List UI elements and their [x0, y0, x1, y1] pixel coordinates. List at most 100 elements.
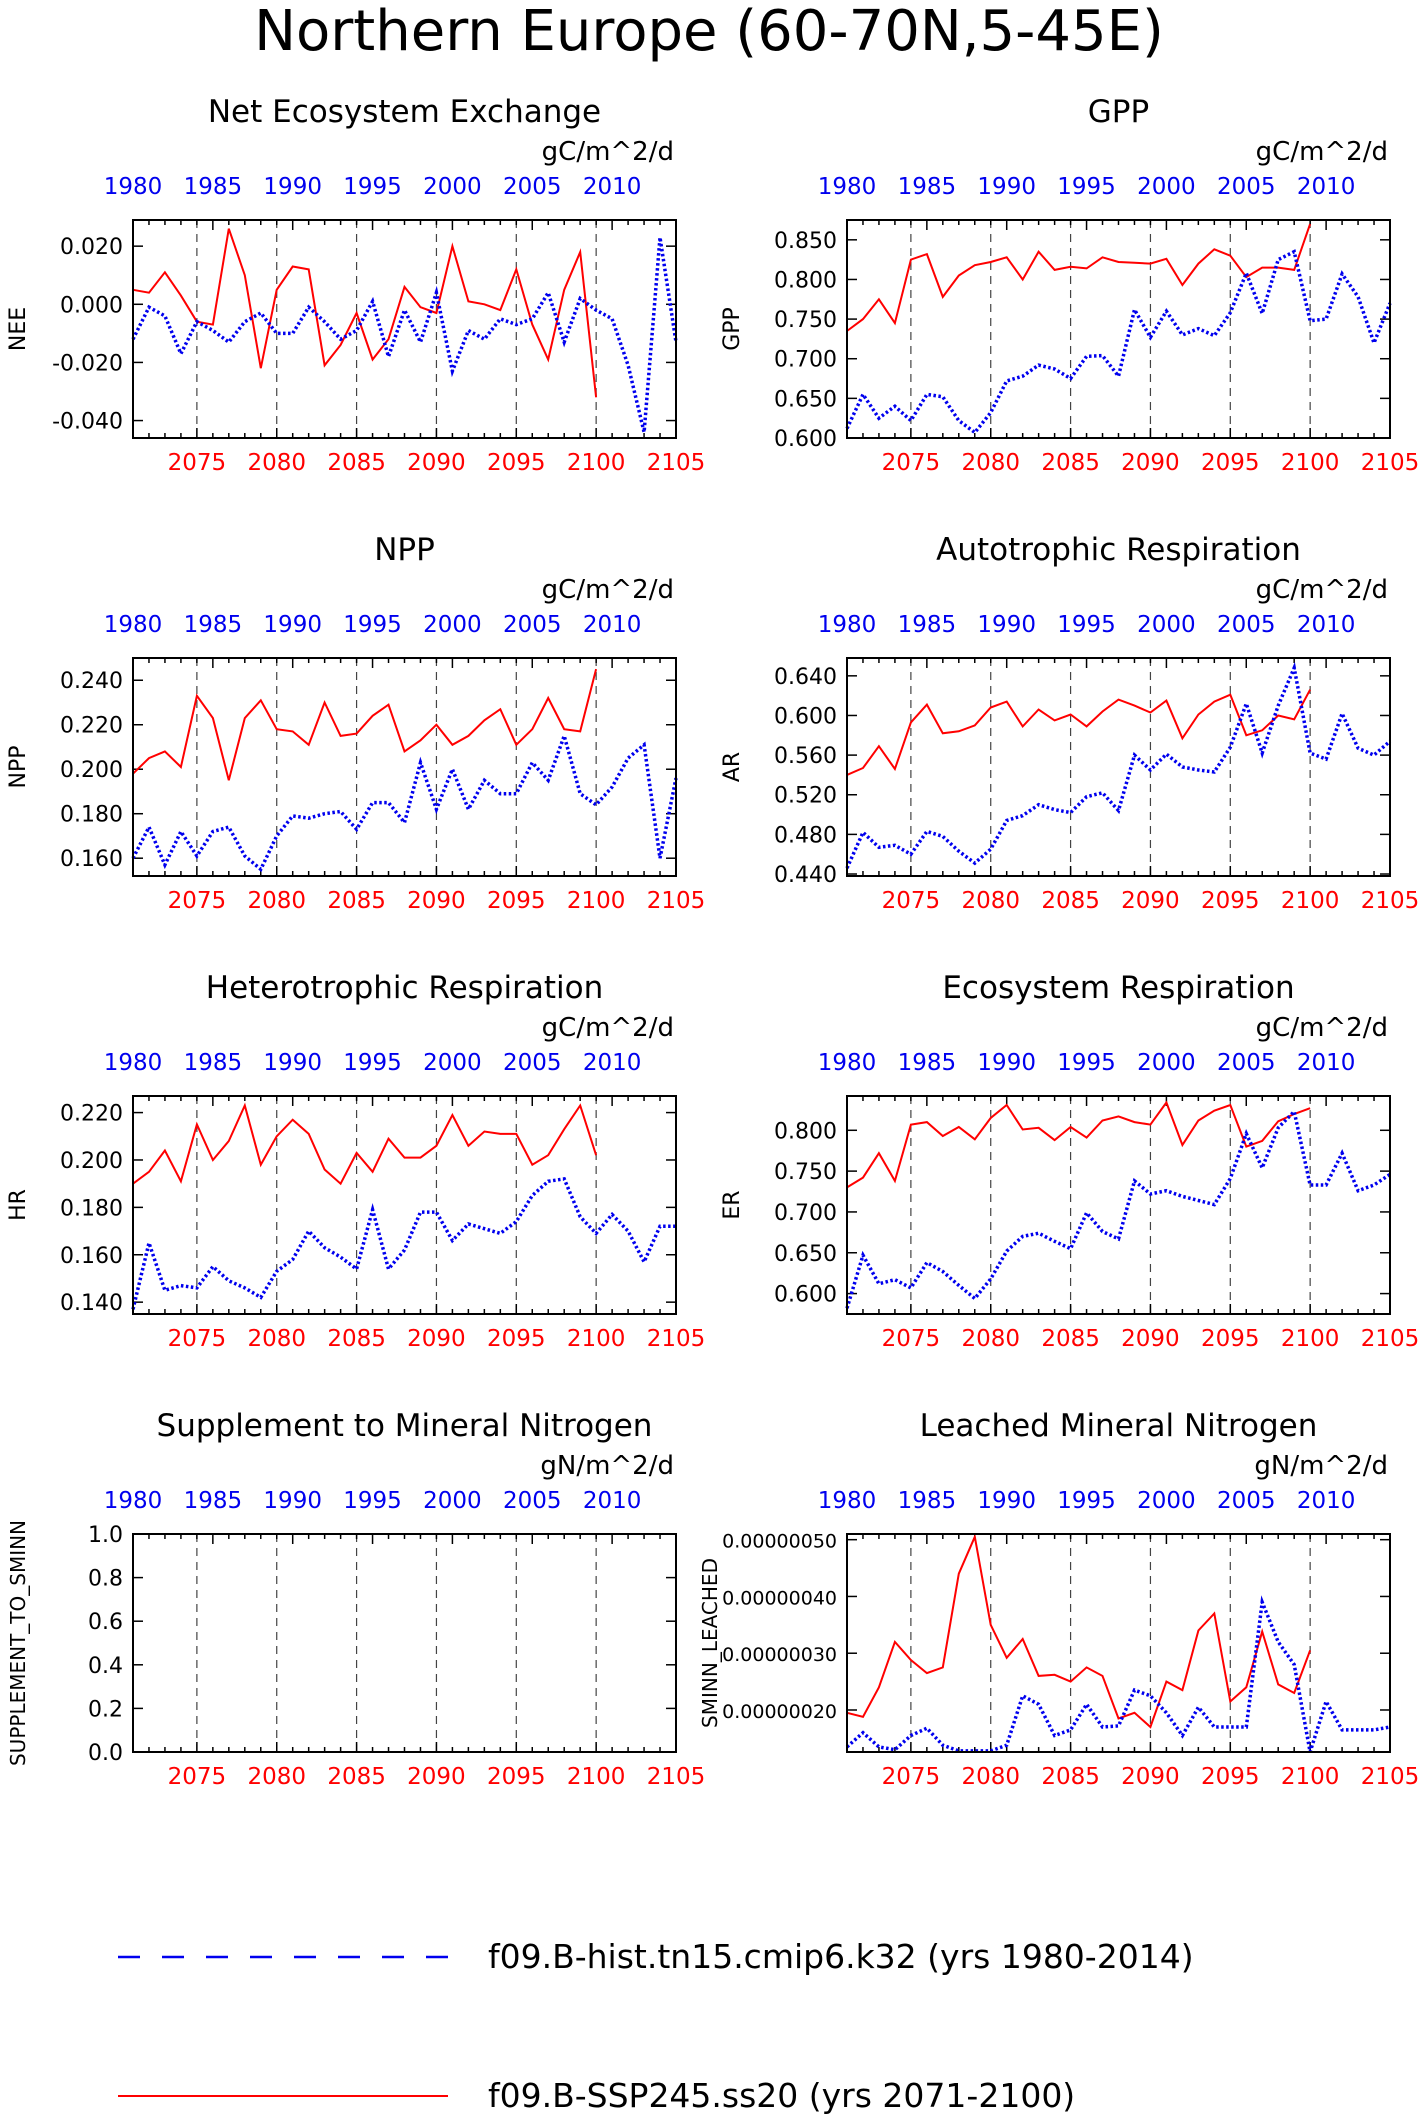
hist-series-line [845, 249, 1392, 435]
plot-frame [846, 657, 1391, 877]
y-tick-label: 0.000 [60, 293, 123, 318]
legend-future-label: f09.B-SSP245.ss20 (yrs 2071-2100) [488, 2076, 1075, 2115]
future-series-line [846, 1533, 1312, 1729]
bottom-tick-label: 2080 [247, 888, 306, 914]
units-label: gC/m^2/d [542, 1013, 674, 1043]
y-tick-label: 1.0 [88, 1523, 123, 1548]
y-tick-label: 0.200 [60, 1149, 123, 1174]
units-label: gC/m^2/d [1256, 137, 1388, 167]
bottom-tick-label: 2075 [882, 888, 941, 914]
top-tick-label: 2010 [1297, 1050, 1356, 1076]
bottom-tick-label: 2080 [247, 450, 306, 476]
bottom-tick-label: 2090 [1121, 1764, 1180, 1790]
bottom-tick-label: 2100 [567, 1326, 626, 1352]
chart-panel: NPP gC/m^2/d 2075 2080 2085 2090 2095 2100 2105 1… [6, 532, 705, 914]
panel-title: Heterotrophic Respiration [206, 970, 603, 1006]
bottom-tick-label: 2090 [407, 888, 466, 914]
y-tick-label: -0.020 [52, 351, 123, 376]
top-tick-label: 2000 [1137, 612, 1196, 638]
bottom-tick-label: 2095 [487, 1326, 546, 1352]
plot-frame [846, 1095, 1391, 1315]
bottom-tick-label: 2090 [407, 450, 466, 476]
bottom-tick-label: 2075 [882, 450, 941, 476]
units-label: gC/m^2/d [542, 137, 674, 167]
plot-frame [132, 1095, 677, 1315]
top-tick-label: 1995 [1057, 1488, 1116, 1514]
bottom-tick-label: 2080 [961, 450, 1020, 476]
hist-series-line [131, 237, 678, 433]
top-tick-label: 2005 [503, 1050, 562, 1076]
y-tick-label: 0.600 [774, 1283, 837, 1308]
y-tick-label: 0.00000030 [722, 1644, 837, 1666]
units-label: gN/m^2/d [1254, 1451, 1388, 1481]
top-tick-label: 1990 [977, 1488, 1036, 1514]
top-tick-label: 1990 [263, 1050, 322, 1076]
y-tick-label: 0.600 [774, 704, 837, 729]
bottom-tick-label: 2075 [882, 1326, 941, 1352]
y-tick-label: 0.220 [60, 1102, 123, 1127]
top-tick-label: 2005 [1217, 174, 1276, 200]
legend-hist-label: f09.B-hist.tn15.cmip6.k32 (yrs 1980-2014… [488, 1937, 1194, 1976]
top-tick-label: 1980 [818, 612, 877, 638]
y-tick-label: 0.440 [774, 863, 837, 888]
y-tick-label: -0.040 [52, 410, 123, 435]
y-axis-label: HR [6, 1189, 31, 1221]
future-series-line [132, 228, 598, 398]
bottom-tick-label: 2095 [487, 450, 546, 476]
bottom-tick-label: 2105 [647, 1764, 706, 1790]
chart-panel: Autotrophic Respiration gC/m^2/d 2075 2080 2… [720, 532, 1418, 914]
top-tick-label: 2010 [583, 1488, 642, 1514]
top-tick-label: 2010 [1297, 612, 1356, 638]
bottom-tick-label: 2075 [168, 1326, 227, 1352]
top-tick-label: 2005 [1217, 612, 1276, 638]
y-tick-label: 0.2 [88, 1697, 123, 1722]
top-tick-label: 1995 [343, 174, 402, 200]
y-axis-label: SUPPLEMENT_TO_SMINN [6, 1520, 30, 1766]
top-tick-label: 1995 [343, 1050, 402, 1076]
top-tick-label: 2005 [503, 174, 562, 200]
y-tick-label: 0.750 [774, 308, 837, 333]
top-tick-label: 1980 [104, 1488, 163, 1514]
bottom-tick-label: 2075 [168, 888, 227, 914]
units-label: gC/m^2/d [1256, 575, 1388, 605]
units-label: gN/m^2/d [540, 1451, 674, 1481]
bottom-tick-label: 2080 [247, 1326, 306, 1352]
top-tick-label: 1985 [184, 612, 243, 638]
units-label: gC/m^2/d [1256, 1013, 1388, 1043]
bottom-tick-label: 2100 [567, 888, 626, 914]
plot-frame [846, 1533, 1391, 1753]
y-tick-label: 0.0 [88, 1741, 123, 1766]
top-tick-label: 1995 [343, 1488, 402, 1514]
y-tick-label: 0.560 [774, 744, 837, 769]
bottom-tick-label: 2085 [327, 1326, 386, 1352]
top-tick-label: 1980 [818, 1050, 877, 1076]
panels: Net Ecosystem Exchange gC/m^2/d 2075 2080 20… [6, 94, 1418, 1790]
y-tick-label: 0.160 [60, 847, 123, 872]
top-tick-label: 1995 [1057, 174, 1116, 200]
top-tick-label: 2000 [423, 174, 482, 200]
y-tick-label: 0.520 [774, 784, 837, 809]
top-tick-label: 1995 [1057, 612, 1116, 638]
y-axis-label: AR [720, 752, 745, 782]
bottom-tick-label: 2085 [327, 450, 386, 476]
bottom-tick-label: 2100 [1281, 1764, 1340, 1790]
y-tick-label: 0.650 [774, 1242, 837, 1267]
top-tick-label: 2010 [583, 174, 642, 200]
bottom-tick-label: 2085 [327, 888, 386, 914]
bottom-tick-label: 2100 [1281, 1326, 1340, 1352]
plot-frame [132, 657, 677, 877]
top-tick-label: 2005 [1217, 1050, 1276, 1076]
top-tick-label: 2005 [1217, 1488, 1276, 1514]
legend: f09.B-hist.tn15.cmip6.k32 (yrs 1980-2014… [118, 1937, 1194, 2115]
bottom-tick-label: 2105 [1361, 1326, 1418, 1352]
y-tick-label: 0.640 [774, 665, 837, 690]
plot-frame [132, 1533, 677, 1753]
y-tick-label: 0.140 [60, 1291, 123, 1316]
top-tick-label: 1980 [818, 174, 877, 200]
top-tick-label: 1985 [898, 1050, 957, 1076]
top-tick-label: 1985 [898, 612, 957, 638]
chart-panel: Net Ecosystem Exchange gC/m^2/d 2075 2080 20… [6, 94, 705, 476]
bottom-tick-label: 2100 [567, 450, 626, 476]
bottom-tick-label: 2085 [327, 1764, 386, 1790]
top-tick-label: 2000 [423, 1488, 482, 1514]
